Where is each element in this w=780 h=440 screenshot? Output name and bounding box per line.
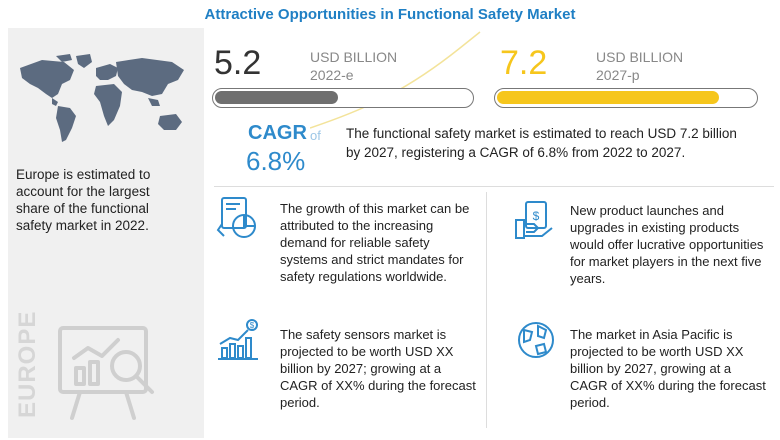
cagr-of: of <box>310 128 321 143</box>
europe-label-text: EUROPE <box>14 310 41 418</box>
feature-text-1: The growth of this market can be attribu… <box>280 201 470 284</box>
cagr-description: The functional safety market is estimate… <box>346 126 737 160</box>
region-summary: Europe is estimated to account for the l… <box>16 167 151 233</box>
svg-text:$: $ <box>250 321 255 330</box>
growth-bar-icon: $ <box>218 319 258 360</box>
feature-text-3: The safety sensors market is projected t… <box>280 327 476 410</box>
progress-bar-2022 <box>212 88 474 108</box>
money-hand-icon: $ <box>515 201 553 239</box>
value-2022: 5.2 <box>214 44 262 82</box>
vertical-divider <box>486 192 487 428</box>
year-2022: 2022-e <box>310 67 354 83</box>
europe-vertical-label: EUROPE <box>14 311 44 418</box>
year-2027: 2027-p <box>596 67 640 83</box>
analytics-board-icon <box>58 326 154 420</box>
progress-fill-2022 <box>215 91 338 104</box>
feature-text-4: The market in Asia Pacific is projected … <box>570 327 766 410</box>
value-2027: 7.2 <box>500 44 548 82</box>
page-title: Attractive Opportunities in Functional S… <box>204 6 576 23</box>
progress-bar-2027 <box>494 88 758 108</box>
svg-text:$: $ <box>533 209 540 223</box>
cagr-label: CAGR <box>248 122 307 144</box>
cagr-value: 6.8% <box>246 146 306 176</box>
unit-2022: USD BILLION <box>310 49 398 65</box>
unit-2027: USD BILLION <box>596 49 684 65</box>
globe-icon <box>518 322 554 358</box>
report-chart-icon <box>216 197 256 238</box>
horizontal-divider <box>214 186 774 187</box>
progress-fill-2027 <box>497 91 719 104</box>
feature-text-2: New product launches and upgrades in exi… <box>570 203 764 286</box>
world-map-icon <box>20 54 184 142</box>
